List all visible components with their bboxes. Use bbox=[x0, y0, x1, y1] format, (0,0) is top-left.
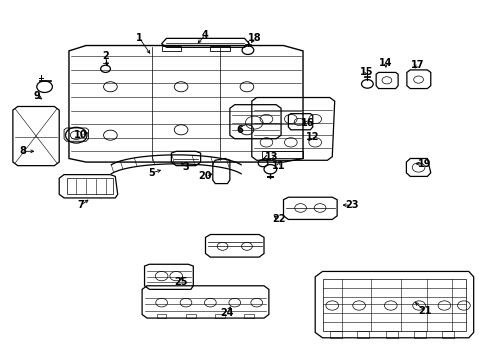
Text: 12: 12 bbox=[305, 132, 319, 142]
Text: 4: 4 bbox=[202, 30, 208, 40]
Text: 16: 16 bbox=[301, 118, 314, 128]
Text: 24: 24 bbox=[220, 308, 234, 318]
Text: 13: 13 bbox=[264, 152, 278, 162]
Text: 21: 21 bbox=[417, 306, 431, 316]
Text: 8: 8 bbox=[19, 146, 26, 156]
Text: 11: 11 bbox=[271, 161, 285, 171]
Text: 19: 19 bbox=[417, 159, 431, 169]
Text: 7: 7 bbox=[78, 200, 84, 210]
Text: 15: 15 bbox=[359, 67, 372, 77]
Text: 5: 5 bbox=[148, 168, 155, 178]
Text: 1: 1 bbox=[136, 33, 143, 43]
Text: 20: 20 bbox=[198, 171, 212, 181]
Text: 3: 3 bbox=[182, 162, 189, 172]
Text: 2: 2 bbox=[102, 51, 109, 61]
Text: 25: 25 bbox=[174, 277, 187, 287]
Text: 18: 18 bbox=[247, 33, 261, 43]
Text: 22: 22 bbox=[271, 215, 285, 224]
Text: 17: 17 bbox=[410, 60, 424, 70]
Text: 10: 10 bbox=[74, 130, 88, 140]
Text: 23: 23 bbox=[345, 200, 358, 210]
Text: 14: 14 bbox=[378, 58, 392, 68]
Text: 6: 6 bbox=[236, 125, 243, 135]
Text: 9: 9 bbox=[34, 91, 41, 101]
